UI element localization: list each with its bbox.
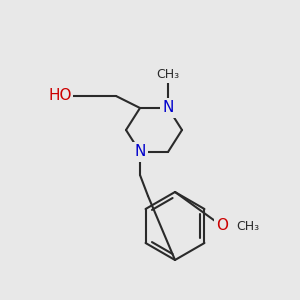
Text: CH₃: CH₃ [236, 220, 260, 232]
Text: N: N [162, 100, 174, 116]
Text: CH₃: CH₃ [156, 68, 180, 82]
Text: N: N [134, 145, 146, 160]
Text: O: O [216, 218, 228, 233]
Text: HO: HO [48, 88, 72, 104]
